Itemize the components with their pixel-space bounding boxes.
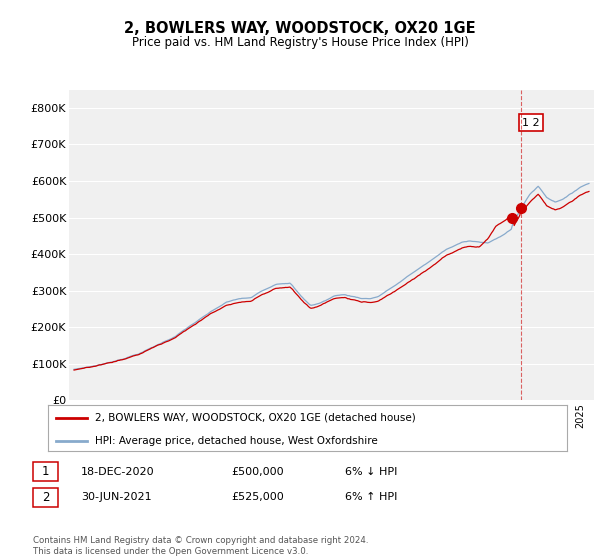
Text: 30-JUN-2021: 30-JUN-2021 [81, 492, 152, 502]
Text: 6% ↓ HPI: 6% ↓ HPI [345, 466, 397, 477]
Text: 1: 1 [42, 465, 49, 478]
Text: 18-DEC-2020: 18-DEC-2020 [81, 466, 155, 477]
Text: HPI: Average price, detached house, West Oxfordshire: HPI: Average price, detached house, West… [95, 436, 377, 446]
Text: Price paid vs. HM Land Registry's House Price Index (HPI): Price paid vs. HM Land Registry's House … [131, 36, 469, 49]
Text: £500,000: £500,000 [231, 466, 284, 477]
Text: 2, BOWLERS WAY, WOODSTOCK, OX20 1GE (detached house): 2, BOWLERS WAY, WOODSTOCK, OX20 1GE (det… [95, 413, 415, 423]
Text: 1 2: 1 2 [522, 118, 540, 128]
Text: 2: 2 [42, 491, 49, 504]
Text: Contains HM Land Registry data © Crown copyright and database right 2024.
This d: Contains HM Land Registry data © Crown c… [33, 536, 368, 556]
Text: 6% ↑ HPI: 6% ↑ HPI [345, 492, 397, 502]
Text: £525,000: £525,000 [231, 492, 284, 502]
Text: 2, BOWLERS WAY, WOODSTOCK, OX20 1GE: 2, BOWLERS WAY, WOODSTOCK, OX20 1GE [124, 21, 476, 36]
